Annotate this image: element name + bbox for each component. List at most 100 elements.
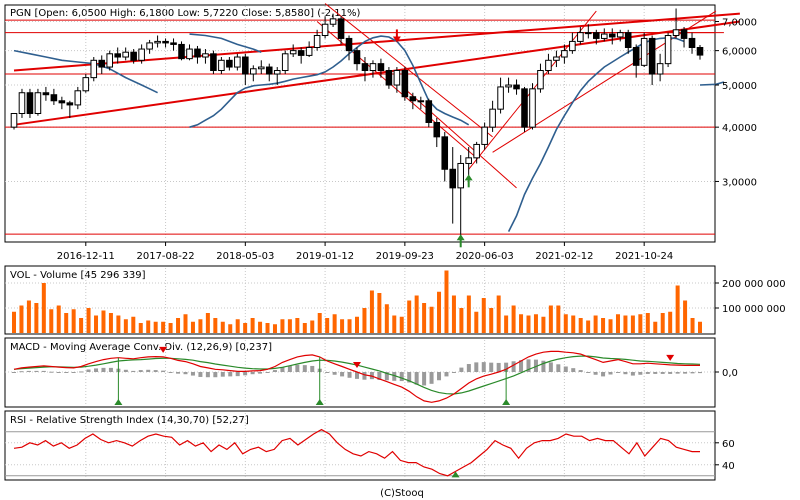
candle-up xyxy=(505,84,512,88)
macd-histogram-bar xyxy=(578,370,583,372)
candle-down xyxy=(58,100,66,104)
candle-up xyxy=(122,51,129,58)
volume-bar xyxy=(690,318,695,333)
candle-up xyxy=(313,35,321,48)
volume-bar xyxy=(183,314,188,333)
candle-up xyxy=(82,77,90,92)
candle-up xyxy=(640,37,648,66)
candle-up xyxy=(289,50,297,55)
macd-histogram-bar xyxy=(302,365,307,372)
volume-bar xyxy=(168,323,173,333)
macd-histogram-bar xyxy=(213,372,218,378)
macd-histogram-bar xyxy=(235,372,240,377)
candle-up xyxy=(545,59,552,72)
macd-histogram-bar xyxy=(556,364,561,372)
volume-bar xyxy=(653,321,658,333)
volume-bar xyxy=(451,295,456,333)
macd-sell-signal-icon xyxy=(159,346,168,353)
candle-up xyxy=(537,70,544,90)
macd-histogram-bar xyxy=(444,372,449,377)
buy-arrow-icon xyxy=(464,174,473,181)
candle-down xyxy=(162,40,169,44)
candle-up xyxy=(234,56,241,68)
macd-histogram-bar xyxy=(422,372,427,386)
volume-bar xyxy=(519,314,524,333)
trend-line xyxy=(13,12,740,72)
macd-histogram-bar xyxy=(653,372,658,374)
macd-histogram-bar xyxy=(101,367,106,372)
volume-bar xyxy=(86,308,91,333)
volume-bar xyxy=(64,313,69,333)
candle-down xyxy=(226,59,233,68)
macd-histogram-bar xyxy=(123,369,128,372)
candle-down xyxy=(377,63,385,72)
x-tick-label: 2021-02-12 xyxy=(535,251,593,262)
macd-histogram-bar xyxy=(563,366,568,372)
candle-up xyxy=(393,70,401,86)
candle-up xyxy=(369,63,377,72)
volume-bar xyxy=(615,314,620,333)
candle-up xyxy=(273,70,281,75)
macd-histogram-bar xyxy=(86,369,91,372)
candle-up xyxy=(257,66,265,70)
volume-bar xyxy=(444,270,449,333)
macd-histogram-bar xyxy=(19,371,24,373)
volume-bar xyxy=(310,320,315,333)
macd-histogram-bar xyxy=(146,369,151,372)
candle-down xyxy=(688,37,696,48)
macd-sell-signal-icon xyxy=(353,362,361,368)
candle-down xyxy=(42,92,50,96)
macd-histogram-bar xyxy=(459,367,464,372)
candle-up xyxy=(561,50,568,58)
moving-average-line xyxy=(189,35,470,128)
macd-histogram-bar xyxy=(533,359,538,372)
candle-up xyxy=(281,53,289,72)
footer-credit: (C)Stooq xyxy=(380,488,424,499)
volume-bar xyxy=(272,324,277,333)
candle-down xyxy=(401,70,409,98)
rsi-buy-signal-icon xyxy=(451,471,460,478)
candle-down xyxy=(449,168,457,189)
macd-histogram-bar xyxy=(190,372,195,376)
volume-bar xyxy=(153,321,158,333)
x-tick-label: 2018-05-03 xyxy=(216,251,274,262)
macd-buy-signal-icon xyxy=(502,399,511,405)
x-tick-label: 2017-08-22 xyxy=(136,251,194,262)
candle-down xyxy=(648,37,656,75)
volume-bar xyxy=(660,313,665,333)
macd-histogram-bar xyxy=(466,364,471,372)
macd-histogram-bar xyxy=(295,364,300,372)
macd-histogram-bar xyxy=(645,372,650,374)
volume-bar xyxy=(362,308,367,333)
macd-histogram-bar xyxy=(34,370,39,372)
macd-histogram-bar xyxy=(593,372,598,375)
volume-bar xyxy=(422,303,427,333)
y-tick-label: 4,0000 xyxy=(722,123,757,134)
macd-histogram-bar xyxy=(131,370,136,372)
candle-down xyxy=(26,92,34,115)
candle-down xyxy=(345,37,353,52)
macd-histogram-bar xyxy=(414,372,419,385)
candle-up xyxy=(321,23,329,37)
volume-bar xyxy=(578,318,583,333)
candle-up xyxy=(10,113,18,128)
candle-up xyxy=(34,92,42,115)
candle-up xyxy=(473,143,480,159)
candle-down xyxy=(337,18,345,39)
volume-bar xyxy=(12,311,16,333)
macd-histogram-bar xyxy=(519,360,524,372)
candle-down xyxy=(178,43,185,60)
y-tick-label: 200 000 000 xyxy=(722,279,786,290)
volume-bar xyxy=(213,318,218,333)
volume-bar xyxy=(638,314,643,333)
volume-bar xyxy=(369,290,374,333)
volume-bar xyxy=(675,285,680,333)
macd-histogram-bar xyxy=(183,372,188,375)
macd-histogram-bar xyxy=(638,372,643,375)
y-tick-label: 0,0 xyxy=(722,368,738,379)
macd-histogram-bar xyxy=(71,372,76,373)
y-tick-label: 40 xyxy=(722,461,735,472)
volume-bar xyxy=(429,306,434,333)
macd-histogram-bar xyxy=(489,362,494,372)
candle-up xyxy=(465,157,472,164)
